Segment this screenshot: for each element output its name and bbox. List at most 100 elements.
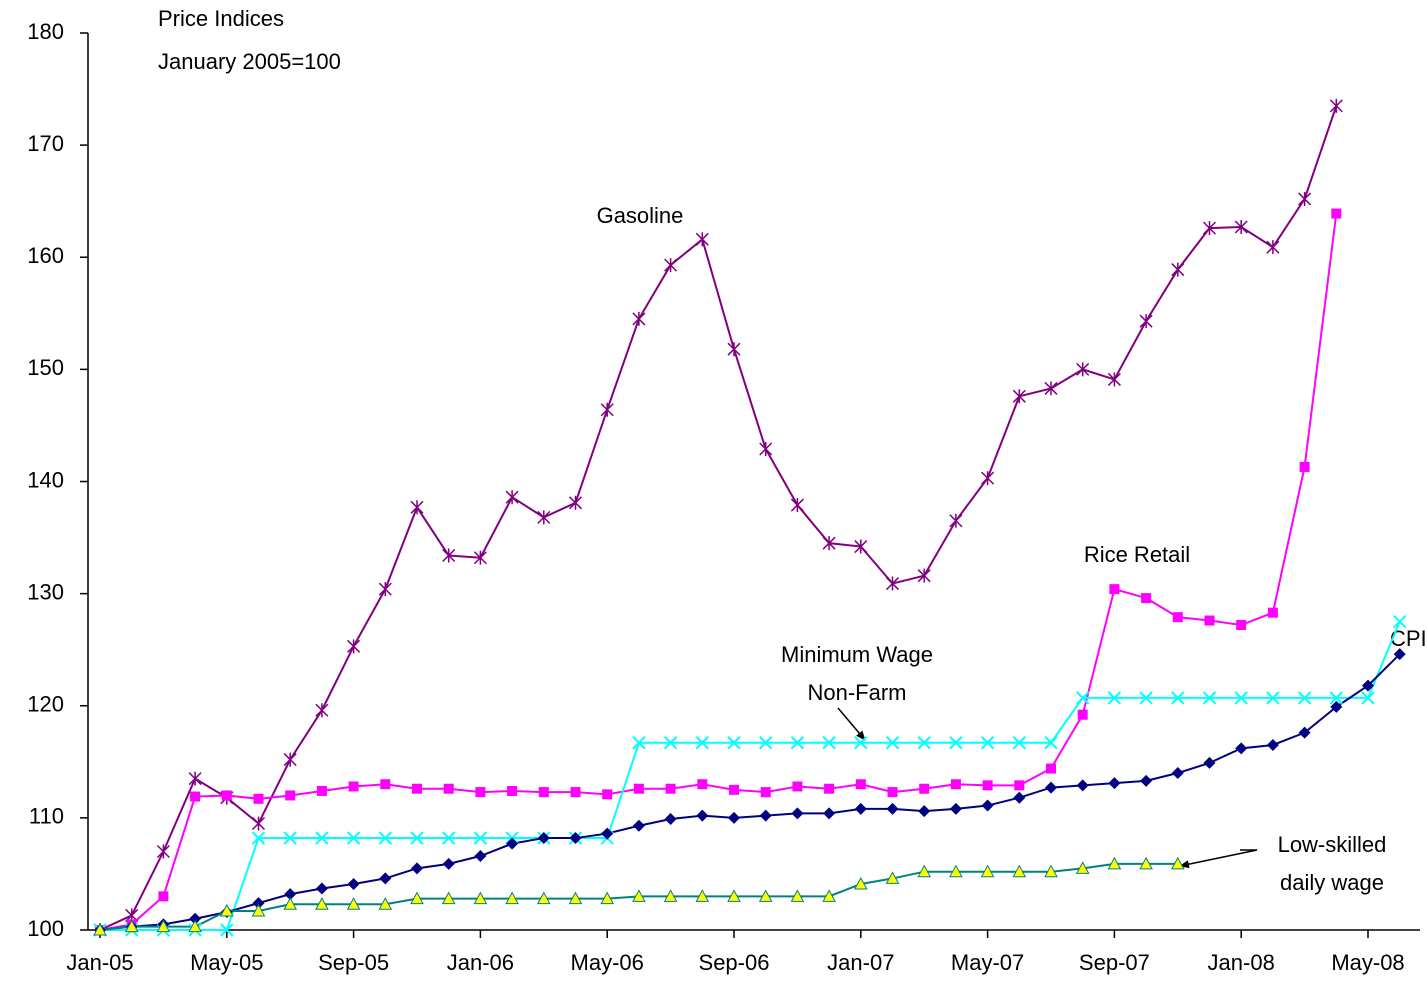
point bbox=[473, 831, 488, 845]
point bbox=[1076, 362, 1090, 377]
point bbox=[505, 490, 519, 505]
point bbox=[538, 787, 549, 798]
point bbox=[253, 793, 264, 804]
point bbox=[1330, 700, 1343, 713]
point bbox=[759, 441, 773, 456]
point bbox=[1107, 372, 1121, 387]
point bbox=[854, 736, 868, 750]
point bbox=[190, 791, 201, 802]
annotation: Gasoline bbox=[597, 203, 684, 228]
y-tick-label: 120 bbox=[27, 692, 64, 717]
point bbox=[949, 736, 963, 750]
point bbox=[315, 897, 329, 910]
point bbox=[284, 888, 297, 901]
point bbox=[886, 802, 899, 815]
point bbox=[633, 783, 644, 794]
point bbox=[949, 864, 963, 878]
point bbox=[219, 903, 234, 917]
point bbox=[568, 495, 583, 510]
point bbox=[346, 831, 361, 845]
point bbox=[410, 831, 424, 845]
y-tick-label: 170 bbox=[27, 131, 64, 156]
point bbox=[663, 736, 678, 750]
point bbox=[93, 922, 107, 936]
point bbox=[1361, 691, 1375, 705]
point bbox=[442, 857, 455, 870]
point bbox=[790, 498, 804, 513]
point bbox=[1362, 679, 1374, 692]
x-tick-label: Sep-05 bbox=[318, 950, 389, 975]
point bbox=[632, 311, 646, 326]
point bbox=[1171, 691, 1185, 705]
point bbox=[1044, 864, 1058, 878]
point bbox=[632, 819, 645, 832]
point bbox=[251, 903, 266, 917]
point bbox=[727, 889, 741, 902]
point bbox=[1141, 593, 1152, 604]
point bbox=[1267, 607, 1278, 618]
point bbox=[758, 736, 773, 750]
point bbox=[475, 787, 486, 798]
point bbox=[1393, 648, 1406, 661]
point bbox=[285, 790, 296, 801]
y-tick-label: 160 bbox=[27, 243, 64, 268]
point bbox=[1109, 584, 1120, 595]
point bbox=[124, 919, 139, 933]
point bbox=[1204, 615, 1215, 626]
point bbox=[697, 779, 708, 790]
point bbox=[949, 513, 963, 528]
x-tick-label: Jan-07 bbox=[827, 950, 894, 975]
point bbox=[822, 536, 836, 551]
point bbox=[791, 807, 804, 820]
point bbox=[536, 891, 551, 905]
point bbox=[1108, 777, 1121, 790]
point bbox=[758, 889, 773, 902]
series-line bbox=[99, 653, 1401, 931]
point bbox=[1140, 774, 1153, 787]
x-tick-label: May-06 bbox=[571, 950, 644, 975]
x-tick-label: Jan-06 bbox=[447, 950, 514, 975]
point bbox=[790, 889, 805, 902]
y-tick-label: 180 bbox=[27, 19, 64, 44]
point bbox=[918, 805, 931, 818]
point bbox=[316, 785, 327, 796]
point bbox=[1202, 691, 1217, 705]
annotation: daily wage bbox=[1280, 870, 1384, 895]
point bbox=[1012, 864, 1027, 878]
annotation-arrow bbox=[837, 707, 866, 741]
point bbox=[441, 891, 456, 905]
point bbox=[537, 510, 551, 525]
point bbox=[283, 752, 297, 767]
point bbox=[1298, 191, 1312, 206]
point bbox=[1107, 691, 1122, 705]
point bbox=[378, 831, 393, 845]
point bbox=[346, 897, 361, 910]
point bbox=[1329, 98, 1343, 113]
point bbox=[315, 831, 329, 845]
series-line bbox=[100, 621, 1401, 931]
point bbox=[853, 876, 868, 890]
y-tick-label: 150 bbox=[27, 355, 64, 380]
point bbox=[474, 849, 487, 862]
point bbox=[537, 832, 550, 845]
point bbox=[790, 736, 805, 750]
point bbox=[252, 897, 265, 910]
point bbox=[919, 783, 930, 794]
point bbox=[347, 639, 361, 654]
point bbox=[283, 831, 297, 845]
point bbox=[727, 342, 741, 357]
point bbox=[917, 736, 931, 750]
point bbox=[917, 864, 932, 878]
y-tick-label: 100 bbox=[27, 916, 64, 941]
point bbox=[1202, 221, 1217, 236]
point bbox=[632, 889, 646, 902]
point bbox=[1046, 763, 1056, 774]
point bbox=[981, 799, 994, 812]
point bbox=[601, 827, 614, 840]
point bbox=[443, 783, 454, 794]
point bbox=[378, 582, 392, 597]
point bbox=[854, 802, 867, 815]
point bbox=[1392, 614, 1407, 629]
point bbox=[441, 831, 456, 845]
point bbox=[729, 784, 739, 795]
